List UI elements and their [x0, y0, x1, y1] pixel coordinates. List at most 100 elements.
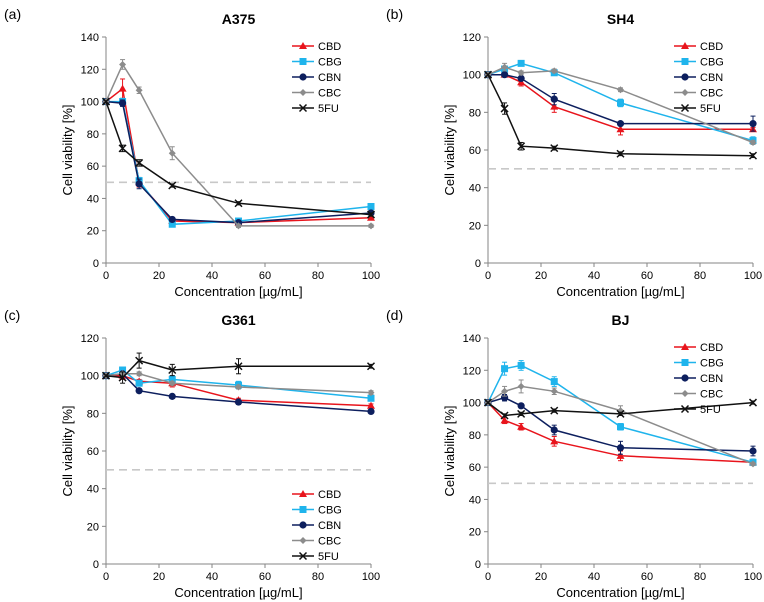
y-tick-label: 40 [87, 484, 99, 496]
x-tick-label: 40 [206, 571, 218, 583]
legend-swatch-marker [681, 343, 689, 350]
data-point [135, 356, 144, 365]
legend-swatch-marker [298, 103, 308, 113]
y-tick-label: 80 [87, 129, 99, 141]
legend-label: CBD [700, 342, 723, 354]
legend-label: CBD [318, 489, 341, 501]
y-tick-label: 100 [81, 371, 99, 383]
x-axis-label: Concentration [µg/mL] [556, 284, 684, 299]
y-tick-label: 100 [463, 398, 481, 410]
series-5fu [483, 70, 758, 160]
data-point [749, 120, 757, 128]
legend-swatch-marker [681, 58, 689, 65]
data-point [367, 407, 375, 416]
y-tick-label: 140 [463, 333, 481, 345]
data-point [168, 215, 176, 224]
data-point [234, 362, 243, 371]
y-tick-label: 120 [81, 64, 99, 76]
data-point [617, 423, 624, 431]
data-point [749, 447, 757, 455]
legend: CBD CBG CBN CBC 5FU [674, 41, 724, 115]
y-tick-label: 0 [475, 559, 481, 571]
y-tick-label: 40 [469, 494, 481, 506]
chart-g361: (c) G361 0 20 40 60 80 100 120 0 20 40 60 80 100 Concen… [4, 307, 380, 600]
x-tick-label: 100 [744, 270, 762, 282]
x-tick-label: 40 [206, 270, 218, 282]
data-point [367, 389, 375, 397]
data-point [483, 70, 493, 79]
data-point [168, 392, 176, 400]
data-point [550, 144, 559, 153]
data-point [550, 378, 558, 386]
legend-label: CBG [700, 358, 724, 370]
series-line [487, 74, 754, 157]
data-point [367, 394, 375, 402]
y-tick-label: 20 [87, 521, 99, 533]
y-tick-label: 60 [469, 462, 481, 474]
series-line [105, 101, 372, 216]
series-cbn [102, 97, 375, 227]
x-tick-label: 20 [153, 571, 165, 583]
x-tick-label: 80 [312, 571, 324, 583]
data-point [118, 84, 127, 92]
legend-label: CBC [318, 88, 341, 100]
data-point [234, 398, 243, 406]
chart-sh4: (b) SH4 0 20 40 60 80 100 120 0 20 40 60 80 100 Concent… [386, 6, 762, 299]
data-point [517, 69, 525, 77]
series-line [105, 62, 371, 227]
y-tick-label: 60 [87, 161, 99, 173]
data-point [749, 460, 757, 468]
legend-swatch-marker [299, 73, 307, 81]
series-5fu [483, 398, 758, 420]
legend-label: CBN [700, 72, 723, 84]
data-point [367, 222, 375, 230]
legend-swatch-marker [680, 404, 690, 414]
panel-g361: (c) G361 0 20 40 60 80 100 120 0 20 40 60 80 100 Concen… [0, 301, 382, 602]
panel-bj: (d) BJ 0 20 40 60 80 100 120 140 0 20 40 60 80 100 Conce… [382, 301, 764, 602]
y-tick-label: 20 [469, 527, 481, 539]
series-line [487, 364, 754, 464]
legend-swatch-marker [680, 103, 690, 113]
legend-swatch-marker [299, 537, 307, 544]
y-tick-label: 100 [81, 97, 99, 109]
y-tick-label: 80 [87, 408, 99, 420]
y-axis-label: Cell viability [%] [60, 405, 75, 496]
y-tick-label: 140 [81, 32, 99, 44]
legend-swatch-marker [681, 73, 689, 81]
data-point [135, 379, 143, 387]
data-point [501, 387, 509, 395]
data-point [135, 180, 143, 188]
y-tick-label: 0 [93, 258, 99, 270]
legend-label: 5FU [318, 551, 339, 563]
data-point [101, 97, 111, 106]
x-tick-label: 0 [103, 571, 109, 583]
legend-swatch-marker [298, 551, 308, 561]
data-point [135, 370, 143, 378]
x-tick-label: 20 [535, 571, 547, 583]
data-point [367, 203, 375, 210]
x-tick-label: 0 [103, 270, 109, 282]
data-point [135, 158, 144, 167]
data-point [517, 74, 525, 83]
data-point [517, 59, 525, 67]
series-cbg [102, 97, 375, 228]
panel-label: (c) [4, 307, 20, 323]
data-point [517, 382, 525, 390]
y-tick-label: 60 [87, 446, 99, 458]
x-tick-label: 0 [485, 571, 491, 583]
series-line [105, 373, 372, 413]
y-tick-label: 80 [469, 430, 481, 442]
x-tick-label: 20 [153, 270, 165, 282]
y-tick-label: 0 [475, 258, 481, 270]
chart-title: SH4 [607, 11, 634, 27]
series-cbn [484, 71, 757, 132]
panel-label: (b) [386, 6, 403, 22]
y-tick-label: 40 [87, 193, 99, 205]
panel-label: (d) [386, 307, 403, 323]
data-point [550, 102, 559, 110]
data-point [168, 379, 176, 387]
data-point [616, 149, 625, 158]
x-tick-label: 80 [694, 270, 706, 282]
y-tick-label: 0 [93, 559, 99, 571]
data-point [235, 383, 242, 391]
